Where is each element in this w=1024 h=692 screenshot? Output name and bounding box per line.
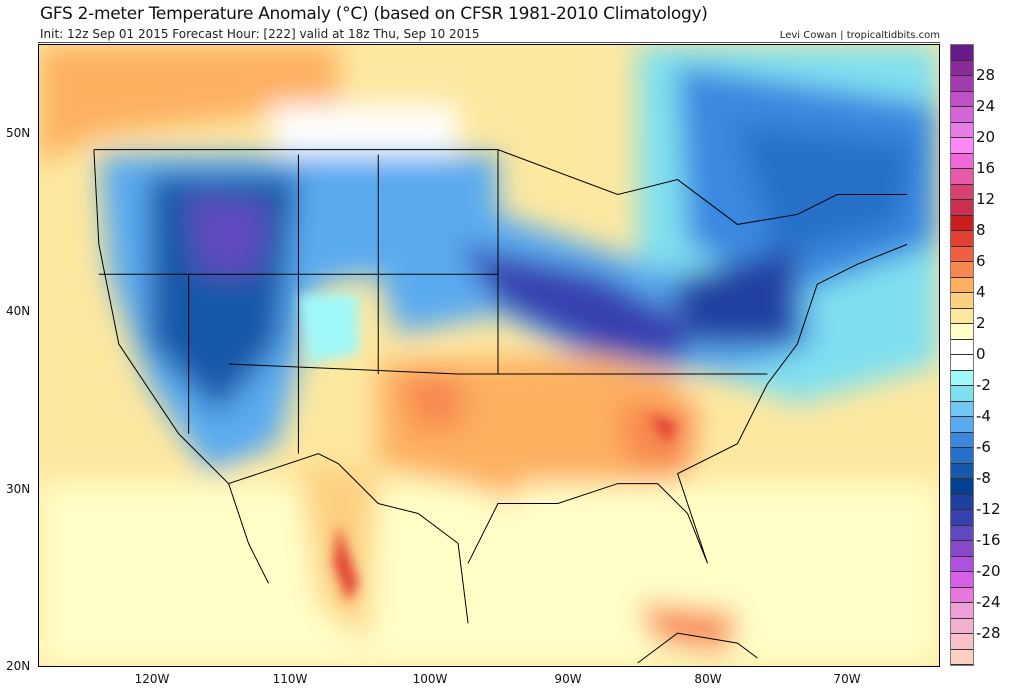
- colorbar-cell: [951, 246, 973, 262]
- colorbar-cell: [951, 262, 973, 278]
- colorbar-cell: [951, 370, 973, 386]
- colorbar-label: -16: [976, 531, 1001, 549]
- lon-label: 80W: [694, 672, 722, 686]
- lat-label: 50N: [6, 126, 31, 140]
- colorbar-cell: [951, 122, 973, 138]
- colorbar-cell: [951, 107, 973, 123]
- lon-label: 90W: [554, 672, 582, 686]
- colorbar-cell: [951, 510, 973, 526]
- colorbar-label: 24: [976, 97, 996, 115]
- colorbar-cell: [951, 231, 973, 247]
- temperature-anomaly-map: [38, 44, 940, 667]
- colorbar-cell: [951, 401, 973, 417]
- colorbar-cell: [951, 277, 973, 293]
- lon-label: 110W: [272, 672, 308, 686]
- colorbar-label: -28: [976, 624, 1001, 642]
- colorbar-label: -8: [976, 469, 991, 487]
- colorbar-label: 6: [976, 252, 986, 270]
- colorbar-cell: [951, 479, 973, 495]
- colorbar-cell: [951, 169, 973, 185]
- colorbar-cell: [951, 587, 973, 603]
- lat-label: 20N: [6, 659, 31, 673]
- colorbar: [950, 44, 974, 666]
- colorbar-label: -2: [976, 376, 991, 394]
- colorbar-label: -20: [976, 562, 1001, 580]
- colorbar-cell: [951, 138, 973, 154]
- colorbar-cell: [951, 572, 973, 588]
- colorbar-label: 16: [976, 159, 996, 177]
- colorbar-cell: [951, 556, 973, 572]
- colorbar-cell: [951, 649, 973, 665]
- lat-label: 30N: [6, 482, 31, 496]
- lon-label: 70W: [833, 672, 861, 686]
- colorbar-label: -24: [976, 593, 1001, 611]
- colorbar-cell: [951, 541, 973, 557]
- map-subtitle: Init: 12z Sep 01 2015 Forecast Hour: [22…: [40, 27, 480, 41]
- colorbar-cell: [951, 45, 973, 61]
- colorbar-cell: [951, 308, 973, 324]
- colorbar-cell: [951, 634, 973, 650]
- colorbar-cell: [951, 448, 973, 464]
- colorbar-cell: [951, 91, 973, 107]
- lat-label: 40N: [6, 304, 31, 318]
- colorbar-cell: [951, 200, 973, 216]
- colorbar-cell: [951, 153, 973, 169]
- colorbar-cell: [951, 603, 973, 619]
- map-title: GFS 2-meter Temperature Anomaly (°C) (ba…: [40, 4, 708, 24]
- colorbar-cell: [951, 355, 973, 371]
- colorbar-cell: [951, 184, 973, 200]
- colorbar-label: -12: [976, 500, 1001, 518]
- colorbar-cell: [951, 618, 973, 634]
- colorbar-label: 28: [976, 66, 996, 84]
- lon-label: 100W: [412, 672, 448, 686]
- colorbar-cell: [951, 76, 973, 92]
- colorbar-cell: [951, 215, 973, 231]
- colorbar-label: 12: [976, 190, 996, 208]
- colorbar-cell: [951, 293, 973, 309]
- colorbar-cell: [951, 432, 973, 448]
- colorbar-label: -4: [976, 407, 991, 425]
- colorbar-cell: [951, 386, 973, 402]
- colorbar-label: 4: [976, 283, 986, 301]
- colorbar-cell: [951, 60, 973, 76]
- colorbar-cell: [951, 417, 973, 433]
- colorbar-cell: [951, 463, 973, 479]
- colorbar-label: 0: [976, 345, 986, 363]
- credit: Levi Cowan | tropicaltidbits.com: [779, 30, 940, 41]
- colorbar-label: 8: [976, 221, 986, 239]
- colorbar-cell: [951, 494, 973, 510]
- colorbar-cell: [951, 339, 973, 355]
- colorbar-label: 2: [976, 314, 986, 332]
- divider: [38, 42, 940, 43]
- colorbar-label: 20: [976, 128, 996, 146]
- colorbar-cell: [951, 525, 973, 541]
- colorbar-cell: [951, 324, 973, 340]
- lon-label: 120W: [134, 672, 170, 686]
- colorbar-label: -6: [976, 438, 991, 456]
